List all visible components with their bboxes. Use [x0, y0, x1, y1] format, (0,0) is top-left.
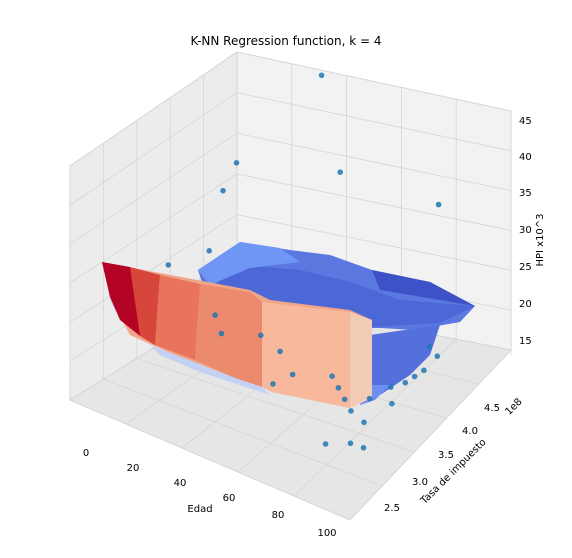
chart-title: K-NN Regression function, k = 4 [190, 34, 381, 48]
scatter-point [435, 201, 442, 208]
scatter-point [366, 395, 373, 402]
scatter-point [233, 160, 240, 166]
scatter-point [258, 332, 264, 339]
y-offset-label: 1e8 [503, 396, 524, 417]
scatter-point [206, 248, 212, 254]
z-tick-30: 30 [519, 225, 532, 236]
scatter-point [329, 373, 335, 380]
scatter-point [337, 169, 344, 175]
scatter-point [165, 262, 172, 268]
y-tick-4.0: 4.0 [462, 426, 478, 437]
x-tick-20: 20 [127, 463, 140, 474]
scatter-point [270, 381, 276, 387]
scatter-point [289, 371, 296, 378]
scatter-point [335, 385, 342, 391]
z-axis-label: HPI x10^3 [535, 213, 546, 266]
scatter-point [318, 72, 325, 79]
scatter-point [341, 396, 348, 403]
y-tick-3.5: 3.5 [438, 450, 454, 461]
scatter-point [220, 187, 226, 194]
grid-line [293, 338, 457, 497]
x-tick-80: 80 [272, 510, 285, 521]
scatter-point [347, 440, 354, 447]
x-tick-40: 40 [174, 478, 187, 489]
scatter-point [277, 348, 283, 355]
y-axis-label: Tasa de impuesto [418, 437, 488, 507]
z-axis: 15 20 25 30 35 40 45 HPI x10^3 [519, 116, 546, 347]
scatter-point [218, 330, 225, 337]
grid-line [236, 214, 512, 271]
scatter-point [322, 441, 329, 447]
grid-line [69, 132, 238, 245]
scatter-point [348, 408, 354, 414]
grid-line [69, 92, 238, 206]
z-tick-45: 45 [519, 116, 532, 127]
grid-line [69, 214, 238, 323]
scatter-point [212, 312, 218, 319]
grid-line [236, 132, 512, 192]
y-tick-4.5: 4.5 [484, 403, 500, 414]
x-axis: 0 20 40 60 80 100 Edad [83, 448, 337, 539]
grid-line [349, 349, 512, 521]
x-axis-label: Edad [187, 504, 212, 515]
grid-line [236, 51, 512, 112]
grid-line [136, 358, 415, 453]
y-tick-3.0: 3.0 [412, 477, 428, 488]
scatter-points [165, 72, 442, 451]
grid-line [69, 51, 238, 167]
scatter-point [361, 419, 367, 426]
scatter-point [388, 384, 394, 390]
scatter-point [360, 445, 367, 451]
grid-line [236, 92, 512, 152]
z-tick-25: 25 [519, 262, 532, 273]
z-tick-40: 40 [519, 152, 532, 163]
z-tick-15: 15 [519, 336, 532, 347]
scatter-point [421, 367, 427, 374]
scatter-point [411, 373, 418, 380]
scatter-point [389, 400, 395, 407]
regression-surface [102, 242, 475, 408]
scatter-point [434, 353, 441, 360]
grid-line [69, 173, 238, 284]
grid-line [236, 173, 512, 231]
scatter-point [402, 379, 409, 386]
scatter-point [426, 343, 433, 350]
x-tick-0: 0 [83, 448, 89, 459]
z-tick-20: 20 [519, 299, 532, 310]
x-tick-100: 100 [317, 528, 336, 539]
z-tick-35: 35 [519, 188, 532, 199]
y-tick-2.5: 2.5 [384, 503, 400, 514]
x-tick-60: 60 [223, 493, 236, 504]
grid-line [69, 399, 351, 521]
grid-line [103, 378, 383, 487]
